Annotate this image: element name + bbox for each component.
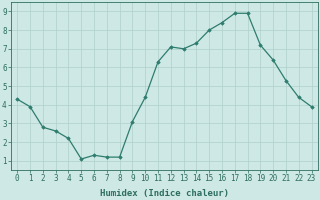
X-axis label: Humidex (Indice chaleur): Humidex (Indice chaleur) xyxy=(100,189,229,198)
